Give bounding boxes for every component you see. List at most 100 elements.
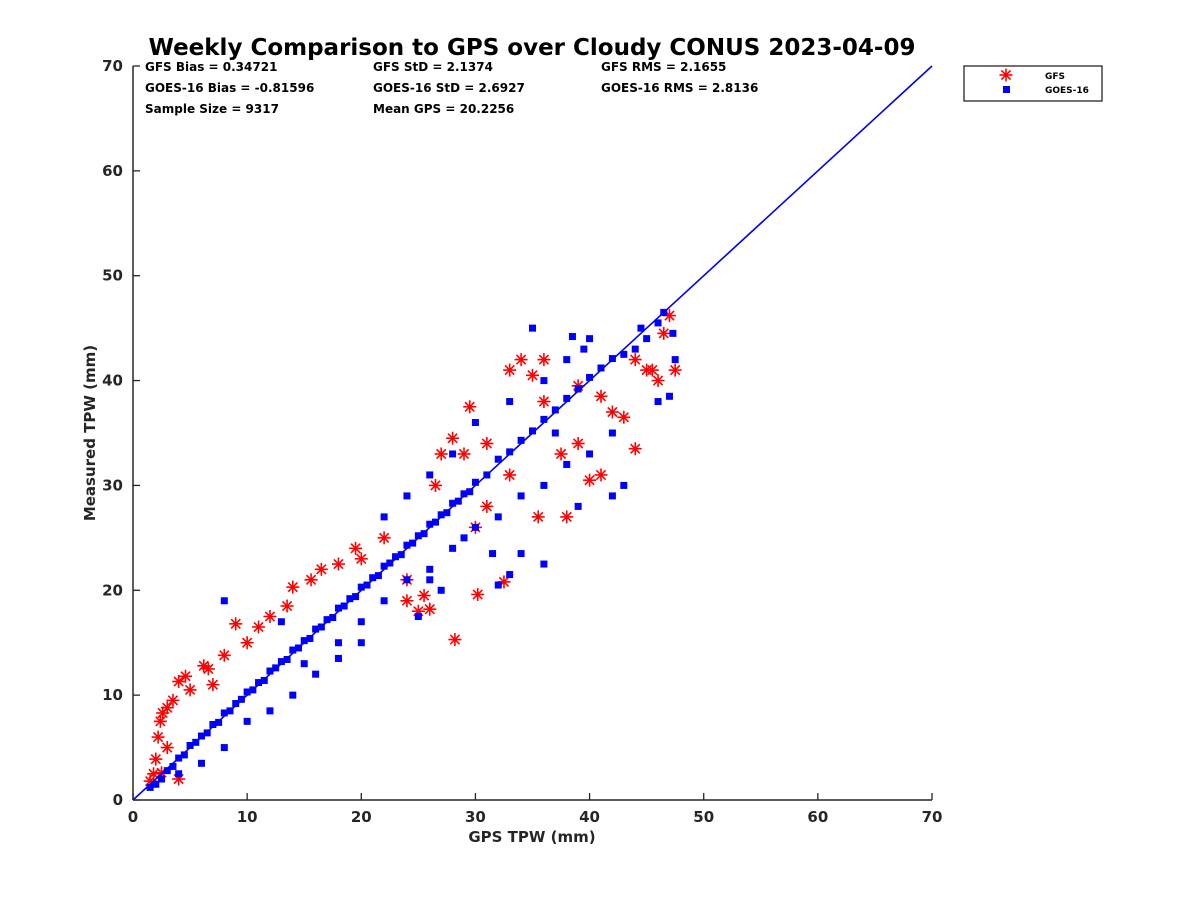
gfs-point <box>657 326 671 340</box>
y-tick-label: 20 <box>102 581 123 599</box>
goes-point <box>489 550 497 558</box>
legend-gfs-asterisk <box>999 68 1013 82</box>
x-tick-label: 20 <box>351 808 372 826</box>
goes-point <box>357 618 365 626</box>
goes-point <box>158 775 166 783</box>
gfs-point <box>240 636 254 650</box>
gfs-point <box>252 620 266 634</box>
goes-point <box>334 639 342 647</box>
goes-point <box>175 770 183 778</box>
gfs-point <box>377 531 391 545</box>
goes-point <box>540 377 548 385</box>
gfs-point <box>166 693 180 707</box>
gfs-point <box>617 410 631 424</box>
x-tick-label: 40 <box>579 808 600 826</box>
stat-sample-size: Sample Size = 9317 <box>145 102 279 116</box>
gfs-point <box>349 541 363 555</box>
gfs-point <box>583 473 597 487</box>
gfs-point <box>304 573 318 587</box>
gfs-point <box>423 602 437 616</box>
goes-point <box>220 744 228 752</box>
goes-point <box>506 448 514 456</box>
x-tick-label: 50 <box>693 808 714 826</box>
goes-point <box>380 562 388 570</box>
goes-point <box>540 560 548 568</box>
goes-point <box>568 333 576 341</box>
goes-point <box>163 767 171 775</box>
goes-point <box>403 576 411 584</box>
gfs-point <box>434 447 448 461</box>
goes-point <box>334 604 342 612</box>
goes-point <box>392 553 400 561</box>
goes-point <box>357 583 365 591</box>
goes-point <box>380 513 388 521</box>
goes-point <box>243 717 251 725</box>
goes-point <box>300 637 308 645</box>
gfs-point <box>471 587 485 601</box>
goes-point <box>346 595 354 603</box>
gfs-point <box>503 468 517 482</box>
goes-point <box>277 618 285 626</box>
goes-point <box>289 646 297 654</box>
gfs-point <box>628 353 642 367</box>
goes-point <box>323 616 331 624</box>
gfs-point <box>172 675 186 689</box>
goes-point <box>631 345 639 353</box>
goes-point <box>357 639 365 647</box>
stat-gfs-rms: GFS RMS = 2.1655 <box>601 60 726 74</box>
gfs-point <box>651 374 665 388</box>
goes-point <box>671 356 679 364</box>
goes-point <box>169 762 177 770</box>
gfs-point <box>417 589 431 603</box>
goes-point <box>540 481 548 489</box>
goes-point <box>471 523 479 531</box>
y-ticks: 0 10 20 30 40 50 60 70 <box>102 57 140 809</box>
data-marks <box>143 308 682 791</box>
gfs-point <box>314 562 328 576</box>
goes-point <box>517 550 525 558</box>
goes-point <box>300 660 308 668</box>
goes-point <box>540 415 548 423</box>
gfs-point <box>480 499 494 513</box>
goes-point <box>586 373 594 381</box>
goes-point <box>551 406 559 414</box>
goes-point <box>403 541 411 549</box>
gfs-point <box>668 363 682 377</box>
goes-point <box>277 658 285 666</box>
gfs-point <box>160 741 174 755</box>
goes-point <box>426 520 434 528</box>
goes-point <box>551 429 559 437</box>
x-tick-label: 70 <box>922 808 943 826</box>
gfs-point <box>531 510 545 524</box>
goes-point <box>460 490 468 498</box>
gfs-point <box>645 363 659 377</box>
gfs-point <box>151 730 165 744</box>
gfs-point <box>229 617 243 631</box>
gfs-point <box>217 648 231 662</box>
gfs-point <box>160 701 174 715</box>
goes-point <box>563 356 571 364</box>
y-tick-label: 40 <box>102 372 123 390</box>
x-axis-label: GPS TPW (mm) <box>468 828 595 846</box>
gfs-point <box>286 580 300 594</box>
x-tick-label: 0 <box>128 808 138 826</box>
goes-point <box>146 783 154 791</box>
goes-point <box>620 350 628 358</box>
gfs-point <box>594 389 608 403</box>
goes-point <box>494 455 502 463</box>
statistics-block: GFS Bias = 0.34721 GFS StD = 2.1374 GFS … <box>145 60 758 116</box>
legend-gfs-label: GFS <box>1045 72 1065 82</box>
gfs-point <box>463 400 477 414</box>
gfs-point <box>153 714 167 728</box>
chart-title: Weekly Comparison to GPS over Cloudy CON… <box>149 35 916 61</box>
goes-point <box>563 460 571 468</box>
goes-point <box>232 700 240 708</box>
goes-point <box>665 392 673 400</box>
gfs-point <box>594 468 608 482</box>
one-to-one-line <box>132 65 933 801</box>
goes-point <box>620 481 628 489</box>
y-tick-label: 10 <box>102 686 123 704</box>
gfs-point <box>537 395 551 409</box>
gfs-point <box>446 431 460 445</box>
goes-point <box>574 385 582 393</box>
